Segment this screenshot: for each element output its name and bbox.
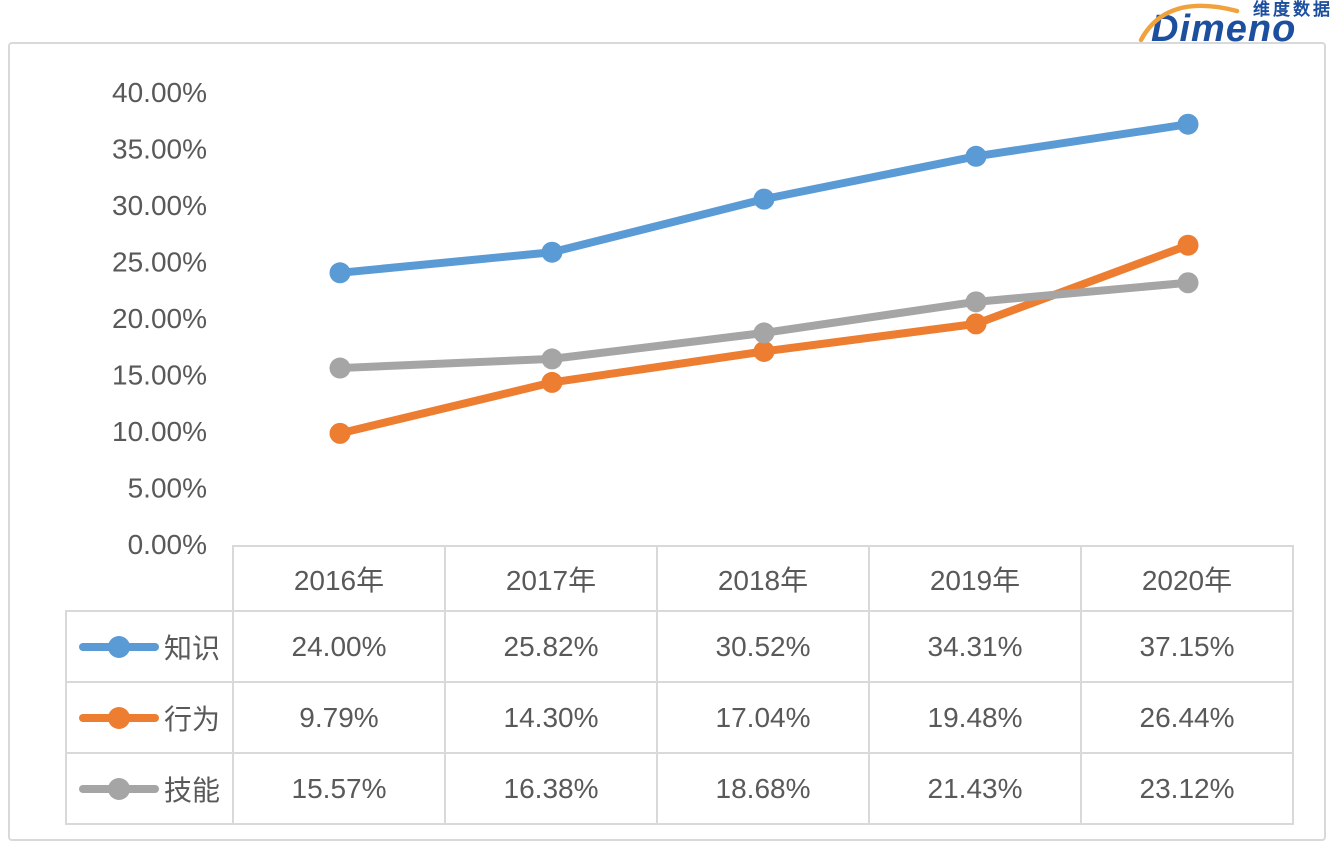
legend-label: 知识 (163, 632, 220, 664)
value-cell-技能: 15.57% (232, 752, 446, 825)
value-cell-技能: 16.38% (444, 752, 658, 825)
legend-cell-知识: 知识 (65, 610, 234, 683)
y-axis-tick-label: 35.00% (112, 133, 207, 164)
data-point-知识-2017年 (541, 241, 563, 263)
logo-cn-text: 维度数据 (1253, 0, 1333, 19)
legend-label: 行为 (163, 703, 220, 735)
data-point-行为-2017年 (541, 371, 563, 393)
value-cell-行为: 19.48% (868, 681, 1082, 754)
y-axis-tick-label: 15.00% (112, 359, 207, 390)
value-cell-技能: 18.68% (656, 752, 870, 825)
data-table: 2016年 2017年 2018年 2019年 2020年 知识 24.00% 25.82% 3… (65, 545, 1294, 825)
dimeno-logo-graphic: Dimeno 维度数据 (1138, 0, 1333, 50)
table-corner-blank (66, 546, 233, 611)
legend-label: 技能 (163, 774, 220, 806)
data-point-行为-2020年 (1177, 234, 1199, 256)
year-header: 2019年 (868, 545, 1082, 612)
legend-marker-icon (107, 635, 130, 658)
data-point-技能-2017年 (541, 348, 563, 370)
y-axis-tick-label: 20.00% (112, 303, 207, 334)
legend-marker-icon (107, 706, 130, 729)
line-chart: 40.00% 35.00% 30.00% 25.00% 20.00% 15.00% 10.0… (112, 77, 1199, 556)
legend-key (78, 635, 159, 659)
legend-cell-行为: 行为 (65, 681, 234, 754)
value-cell-知识: 34.31% (868, 610, 1082, 683)
year-header: 2018年 (656, 545, 870, 612)
data-point-知识-2016年 (329, 262, 351, 284)
year-header: 2020年 (1080, 545, 1294, 612)
data-point-行为-2019年 (965, 313, 987, 335)
data-point-行为-2016年 (329, 422, 351, 444)
legend-marker-icon (107, 777, 130, 800)
data-point-技能-2018年 (753, 322, 775, 344)
data-point-知识-2019年 (965, 145, 987, 167)
y-axis-tick-label: 5.00% (128, 472, 207, 503)
data-point-技能-2016年 (329, 357, 351, 379)
year-header: 2017年 (444, 545, 658, 612)
y-axis-tick-label: 10.00% (112, 416, 207, 447)
value-cell-知识: 24.00% (232, 610, 446, 683)
value-cell-行为: 9.79% (232, 681, 446, 754)
y-axis-tick-label: 40.00% (112, 77, 207, 108)
value-cell-行为: 17.04% (656, 681, 870, 754)
value-cell-知识: 25.82% (444, 610, 658, 683)
data-point-技能-2019年 (965, 291, 987, 313)
data-point-行为-2018年 (753, 340, 775, 362)
dimeno-logo: Dimeno 维度数据 (1137, 0, 1335, 50)
value-cell-知识: 37.15% (1080, 610, 1294, 683)
y-axis-tick-label: 0.00% (128, 529, 207, 556)
y-axis-tick-label: 30.00% (112, 190, 207, 221)
value-cell-知识: 30.52% (656, 610, 870, 683)
data-point-知识-2018年 (753, 188, 775, 210)
data-point-知识-2020年 (1177, 113, 1199, 135)
year-header: 2016年 (232, 545, 446, 612)
data-point-技能-2020年 (1177, 272, 1199, 294)
value-cell-技能: 21.43% (868, 752, 1082, 825)
value-cell-技能: 23.12% (1080, 752, 1294, 825)
logo-swoosh-icon (1138, 3, 1240, 43)
legend-key (78, 706, 159, 730)
legend-cell-技能: 技能 (65, 752, 234, 825)
value-cell-行为: 14.30% (444, 681, 658, 754)
value-cell-行为: 26.44% (1080, 681, 1294, 754)
legend-key (78, 777, 159, 801)
chart-card: 40.00% 35.00% 30.00% 25.00% 20.00% 15.00% 10.0… (8, 42, 1326, 841)
y-axis-tick-label: 25.00% (112, 246, 207, 277)
